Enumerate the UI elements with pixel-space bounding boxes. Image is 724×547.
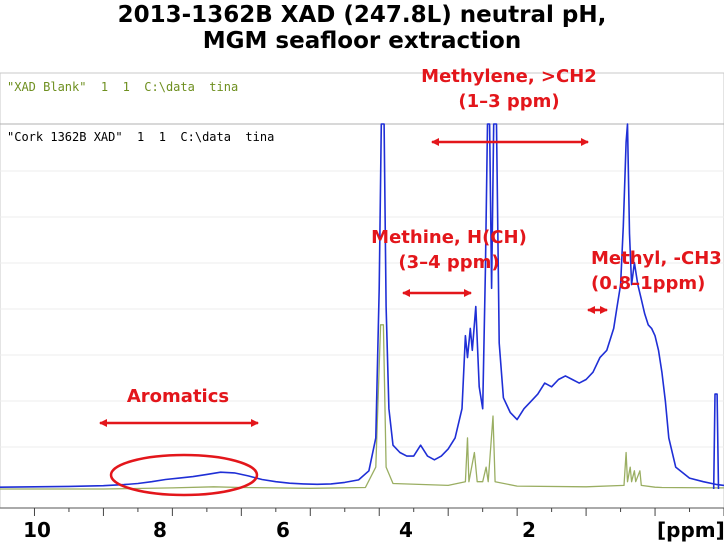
x-tick-label-10: 10: [23, 518, 51, 542]
spectrum-series: [0, 123, 724, 490]
methyl-annotation-line-1: Methyl, -CH3: [591, 248, 722, 269]
x-tick-label-4: 4: [399, 518, 413, 542]
chart-title-line-1: 2013-1362B XAD (247.8L) neutral pH,: [117, 2, 607, 28]
series-line-xad-blank: [0, 324, 724, 490]
methine-annotation: Methine, H(CH) (3–4 ppm): [352, 225, 546, 275]
methylene-annotation: Methylene, >CH2 (1–3 ppm): [404, 64, 614, 114]
methylene-annotation-line-2: (1–3 ppm): [458, 91, 560, 112]
methine-annotation-line-1: Methine, H(CH): [371, 227, 527, 248]
chart-title-line-2: MGM seafloor extraction: [202, 28, 522, 54]
x-axis: [0, 507, 724, 516]
aromatics-highlight-ellipse: [109, 453, 259, 497]
series-line-cork-1362b-xad: [0, 123, 724, 488]
methylene-annotation-line-1: Methylene, >CH2: [421, 66, 597, 87]
x-tick-label-6: 6: [276, 518, 290, 542]
plot-grid: [0, 170, 724, 448]
aromatics-annotation: Aromatics: [126, 386, 230, 407]
methine-annotation-line-2: (3–4 ppm): [398, 252, 500, 273]
series-line-reference-singlet: [712, 393, 720, 490]
x-tick-label-8: 8: [153, 518, 167, 542]
blank-trace-label: "XAD Blank" 1 1 C:\data tina: [7, 80, 239, 94]
sample-trace-label: "Cork 1362B XAD" 1 1 C:\data tina: [7, 130, 275, 144]
methyl-annotation: Methyl, -CH3 (0.8–1ppm): [591, 246, 724, 296]
methyl-annotation-line-2: (0.8–1ppm): [591, 273, 706, 294]
x-tick-label-2: 2: [522, 518, 536, 542]
x-axis-unit-label: [ppm]: [657, 518, 724, 542]
annotation-layer: [99, 138, 608, 497]
